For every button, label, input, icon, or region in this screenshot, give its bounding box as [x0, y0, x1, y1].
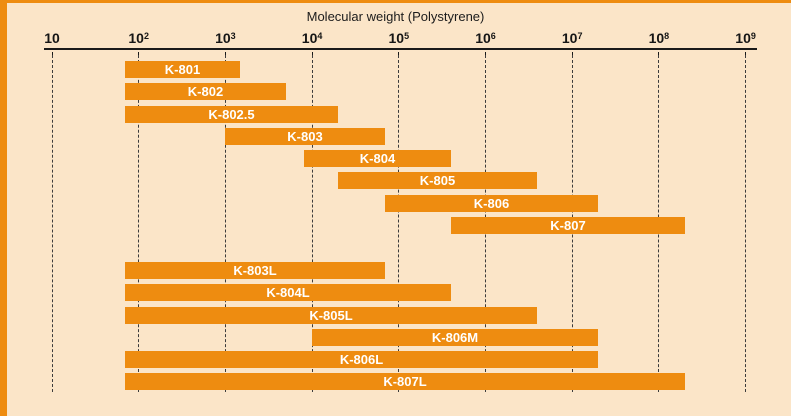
x-tick-label-10e9: 109 — [735, 30, 756, 46]
gridline-10e2 — [138, 55, 140, 392]
x-tick-label-10e1: 10 — [44, 30, 60, 46]
x-tick-label-10e7: 107 — [561, 30, 583, 46]
gridline-10e4 — [311, 55, 313, 392]
range-bar-k-805: K-805 — [338, 172, 537, 189]
gridline-10e9 — [745, 55, 747, 392]
x-tick-mark — [658, 52, 660, 57]
x-tick-label-10e6: 106 — [475, 30, 496, 46]
x-tick-mark — [311, 52, 313, 57]
x-tick-label-10e3: 103 — [215, 30, 236, 46]
range-bar-k-804: K-804 — [304, 150, 451, 167]
range-bar-k-803l: K-803L — [125, 262, 385, 279]
left-accent-strip — [0, 0, 7, 416]
top-accent-strip — [0, 0, 791, 3]
range-bar-k-806: K-806 — [385, 195, 598, 212]
x-tick-label-10e4: 104 — [301, 30, 323, 46]
gridline-10e3 — [224, 55, 226, 392]
x-tick-label-10e2: 102 — [128, 30, 149, 46]
x-tick-mark — [485, 52, 486, 57]
range-bar-k-803: K-803 — [225, 128, 385, 145]
range-bar-k-807l: K-807L — [125, 373, 685, 390]
range-bar-k-806m: K-806M — [312, 329, 598, 346]
x-tick-mark — [571, 52, 573, 57]
range-bar-k-807: K-807 — [451, 217, 685, 234]
gridline-10e1 — [51, 55, 53, 392]
x-tick-label-10e8: 108 — [648, 30, 670, 46]
range-bar-k-802.5: K-802.5 — [125, 106, 338, 123]
range-bar-k-801: K-801 — [125, 61, 240, 78]
x-tick-mark — [224, 52, 226, 57]
x-tick-mark — [138, 52, 140, 57]
range-bar-k-804l: K-804L — [125, 284, 451, 301]
x-tick-mark — [51, 52, 53, 57]
range-bar-k-802: K-802 — [125, 83, 286, 100]
x-tick-label-10e5: 105 — [388, 30, 410, 46]
x-tick-mark — [745, 52, 747, 57]
chart-title: Molecular weight (Polystyrene) — [306, 9, 485, 24]
range-bar-k-806l: K-806L — [125, 351, 598, 368]
range-bar-k-805l: K-805L — [125, 307, 537, 324]
x-tick-mark — [398, 52, 400, 57]
gridline-10e5 — [398, 55, 400, 392]
x-axis-line — [44, 48, 757, 50]
